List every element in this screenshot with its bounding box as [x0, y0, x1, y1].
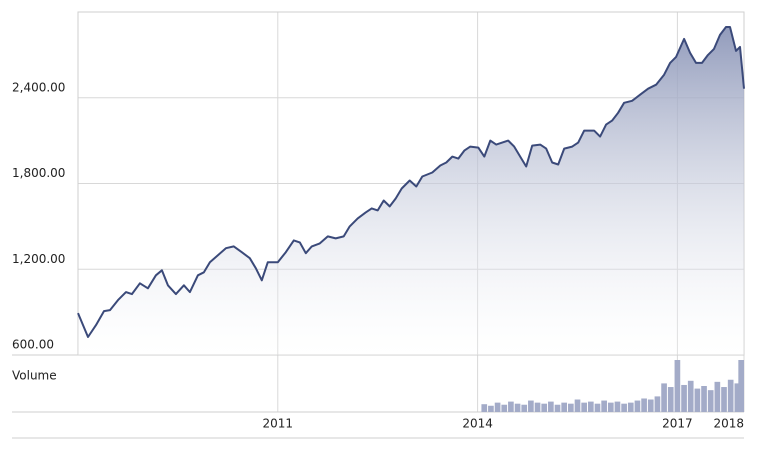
volume-bar [661, 383, 667, 412]
volume-bar [727, 379, 734, 412]
volume-bar [481, 404, 488, 412]
price-line [77, 26, 745, 338]
volume-bar [581, 402, 587, 412]
volume-bar [627, 402, 634, 412]
volume-bar [514, 403, 521, 412]
volume-bar [521, 404, 528, 412]
volume-label: Volume [12, 369, 57, 383]
volume-bar [574, 399, 581, 412]
area [78, 27, 744, 355]
volume-bar [534, 402, 541, 412]
volume-bar [508, 401, 514, 412]
volume-bar [587, 401, 594, 412]
y-tick-label: 1,200.00 [12, 252, 65, 266]
volume-bar [714, 381, 721, 412]
volume-bar [601, 400, 607, 412]
volume-bar [621, 403, 627, 412]
x-tick-label: 2018 [713, 417, 744, 431]
x-tick-label: 2014 [462, 417, 493, 431]
volume-bar [707, 390, 714, 412]
volume-bar [548, 401, 554, 412]
volume-bar [734, 383, 741, 412]
x-tick-label: 2017 [662, 417, 693, 431]
x-tick-label: 2011 [263, 417, 294, 431]
volume-bar [541, 403, 548, 412]
volume-bar [738, 360, 744, 412]
volume-bar [614, 401, 621, 412]
volume-bar [494, 402, 501, 412]
volume-bar [528, 400, 534, 412]
volume-bar [561, 402, 568, 412]
volume-bar [701, 386, 707, 412]
volume-bar [721, 387, 727, 412]
volume-bar [607, 402, 614, 412]
volume-bar [501, 404, 508, 412]
volume-bar [488, 405, 494, 412]
volume-bar [694, 388, 701, 412]
volume-bar [647, 399, 654, 412]
volume-bar [654, 396, 661, 412]
volume-bar [667, 387, 674, 412]
y-tick-label: 600.00 [12, 338, 54, 352]
volume-bar [634, 400, 641, 412]
volume-bar [594, 403, 601, 412]
volume-bar [687, 380, 694, 412]
volume-bar [681, 384, 687, 412]
volume-bar [641, 398, 647, 412]
y-tick-label: 1,800.00 [12, 166, 65, 180]
volume-bar [674, 360, 681, 412]
y-tick-label: 2,400.00 [12, 80, 65, 94]
volume-bar [568, 403, 574, 412]
volume-bar [554, 404, 561, 412]
